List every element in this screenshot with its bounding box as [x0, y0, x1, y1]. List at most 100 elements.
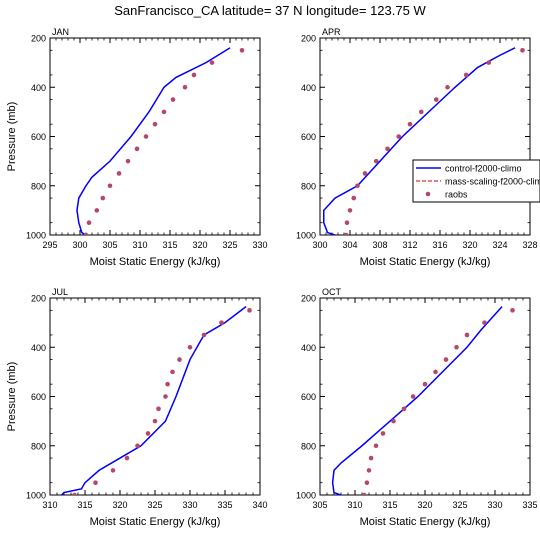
panels-group: 295 300 305 310 315 320 325 330 200 400 600 800 1000… [6, 27, 538, 528]
control-line [76, 47, 231, 235]
y-tick-label: 1000 [296, 491, 316, 501]
x-tick-label: 316 [432, 240, 447, 250]
raobs-point [170, 369, 175, 375]
panel-label: APR [322, 27, 341, 37]
raobs-point [351, 195, 357, 201]
plot-frame [49, 297, 261, 496]
x-tick-label: 315 [77, 500, 92, 510]
y-tick-label: 600 [301, 132, 316, 142]
plot-frame [319, 37, 531, 236]
raobs-point [433, 97, 439, 102]
y-tick-label: 400 [301, 83, 316, 93]
raobs-point [116, 171, 122, 176]
raobs-point [396, 134, 402, 139]
raobs-point [72, 492, 77, 495]
raobs-point [156, 406, 161, 412]
raobs-point [454, 344, 459, 350]
raobs-point [362, 171, 368, 176]
raobs-point [443, 357, 449, 362]
x-tick-label: 312 [402, 240, 417, 250]
raobs-point [86, 220, 92, 225]
y-tick-label: 400 [31, 343, 46, 353]
raobs-point [373, 158, 379, 164]
raobs-point [410, 394, 416, 399]
raobs-point [209, 60, 215, 65]
raobs-point [135, 443, 140, 449]
raobs-point [163, 394, 168, 399]
y-tick-label: 400 [31, 83, 46, 93]
raobs-point [152, 418, 158, 424]
raobs-point [445, 84, 450, 90]
raobs-point [239, 48, 245, 53]
x-tick-label: 325 [222, 240, 237, 250]
y-tick-label: 200 [31, 294, 46, 304]
raobs-point [201, 332, 207, 338]
x-tick-label: 305 [102, 240, 117, 250]
raobs-point [368, 455, 374, 461]
y-tick-label: 600 [31, 392, 46, 402]
panel-label: JUL [52, 287, 68, 297]
panel-oct: 305 310 315 320 325 330 335 200 400 600 800 1000 OCT… [296, 287, 538, 528]
raobs-point [380, 431, 386, 436]
raobs-point [145, 431, 151, 436]
y-tick-label: 400 [301, 343, 316, 353]
plot-area [60, 306, 252, 495]
x-tick-label: 330 [487, 500, 502, 510]
legend-label: control-f2000-climo [445, 164, 522, 174]
raobs-point [464, 332, 470, 338]
x-tick-label: 308 [372, 240, 387, 250]
raobs-point [219, 320, 224, 325]
x-tick-label: 320 [462, 240, 477, 250]
raobs-point [463, 72, 469, 78]
raobs-point [366, 468, 372, 473]
control-line [323, 47, 516, 235]
plot-area [331, 306, 515, 495]
raobs-point [107, 183, 113, 189]
mass-scaling-line [60, 306, 247, 495]
x-tick-label: 310 [42, 500, 57, 510]
x-tick-label: 328 [522, 240, 537, 250]
y-tick-label: 200 [301, 294, 316, 304]
panel-jul: 310 315 320 325 330 335 340 200 400 600 800 1000 JUL… [6, 287, 268, 528]
raobs-point [83, 232, 89, 235]
raobs-point [100, 195, 106, 201]
raobs-point [94, 208, 100, 213]
raobs-point [347, 208, 353, 213]
x-tick-label: 324 [492, 240, 507, 250]
x-tick-label: 335 [522, 500, 537, 510]
control-line [331, 306, 503, 495]
y-tick-label: 1000 [296, 231, 316, 241]
raobs-point [422, 381, 428, 387]
plot-area [76, 47, 245, 235]
raobs-point [152, 121, 158, 127]
legend: control-f2000-climo mass-scaling-f2000-cl… [412, 159, 540, 203]
y-tick-label: 1000 [26, 491, 46, 501]
y-tick-label: 600 [301, 392, 316, 402]
x-tick-label: 310 [347, 500, 362, 510]
y-tick-label: 800 [31, 181, 46, 191]
y-tick-label: 800 [301, 181, 316, 191]
x-tick-label: 315 [162, 240, 177, 250]
raobs-point [161, 109, 167, 115]
raobs-point [407, 121, 413, 127]
x-tick-label: 300 [312, 240, 327, 250]
x-tick-label: 325 [452, 500, 467, 510]
raobs-point [110, 468, 116, 473]
raobs-point [385, 146, 390, 152]
plot-area [323, 47, 525, 235]
raobs-point [482, 320, 487, 325]
x-tick-label: 330 [182, 500, 197, 510]
control-line [60, 306, 247, 495]
raobs-point [143, 134, 149, 139]
raobs-point [134, 146, 140, 152]
figure-title: SanFrancisco_CA latitude= 37 N longitude… [114, 3, 426, 18]
raobs-point [433, 369, 438, 375]
y-tick-label: 800 [301, 441, 316, 451]
y-tick-label: 200 [301, 34, 316, 44]
x-axis-label: Moist Static Energy (kJ/kg) [360, 256, 491, 268]
legend-label: raobs [445, 190, 468, 200]
plot-frame [49, 37, 261, 236]
raobs-point [373, 443, 379, 449]
panel-label: OCT [322, 287, 342, 297]
